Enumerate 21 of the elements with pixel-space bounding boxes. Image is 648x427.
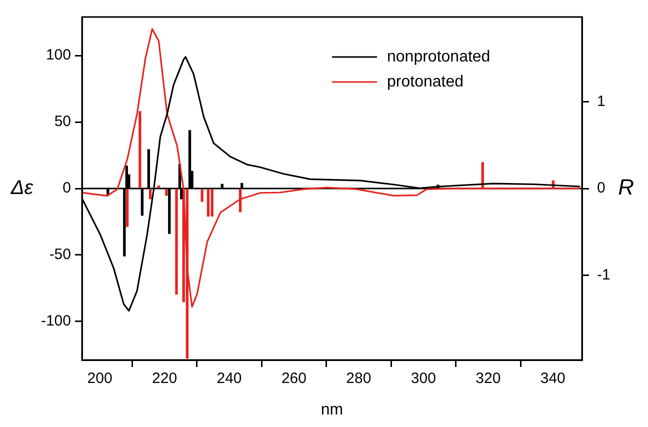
x-tick-label: 340	[540, 370, 566, 388]
x-tick-label: 240	[216, 370, 242, 388]
y-axis-title: Δε	[10, 177, 34, 200]
legend-label: protonated	[387, 73, 464, 90]
y-tick-label: -100	[40, 312, 71, 330]
y2-tick-label: -1	[597, 266, 610, 284]
y2-axis-title: R	[618, 174, 634, 200]
y-tick-label: -50	[49, 246, 71, 264]
legend-label: nonprotonated	[387, 48, 490, 66]
x-axis-title: nm	[320, 401, 344, 418]
y-tick-label: 0	[62, 180, 71, 197]
x-tick-label: 220	[152, 370, 178, 388]
x-tick-label: 300	[410, 370, 436, 388]
x-tick-label: 280	[346, 370, 372, 388]
y-tick-label: 50	[54, 113, 71, 130]
x-tick-label: 200	[87, 370, 112, 388]
x-tick-label: 320	[476, 370, 501, 388]
y2-tick-label: 0	[597, 180, 606, 197]
y2-tick-label: 1	[597, 93, 606, 110]
x-tick-label: 260	[281, 370, 306, 388]
y-tick-label: 100	[46, 46, 71, 64]
